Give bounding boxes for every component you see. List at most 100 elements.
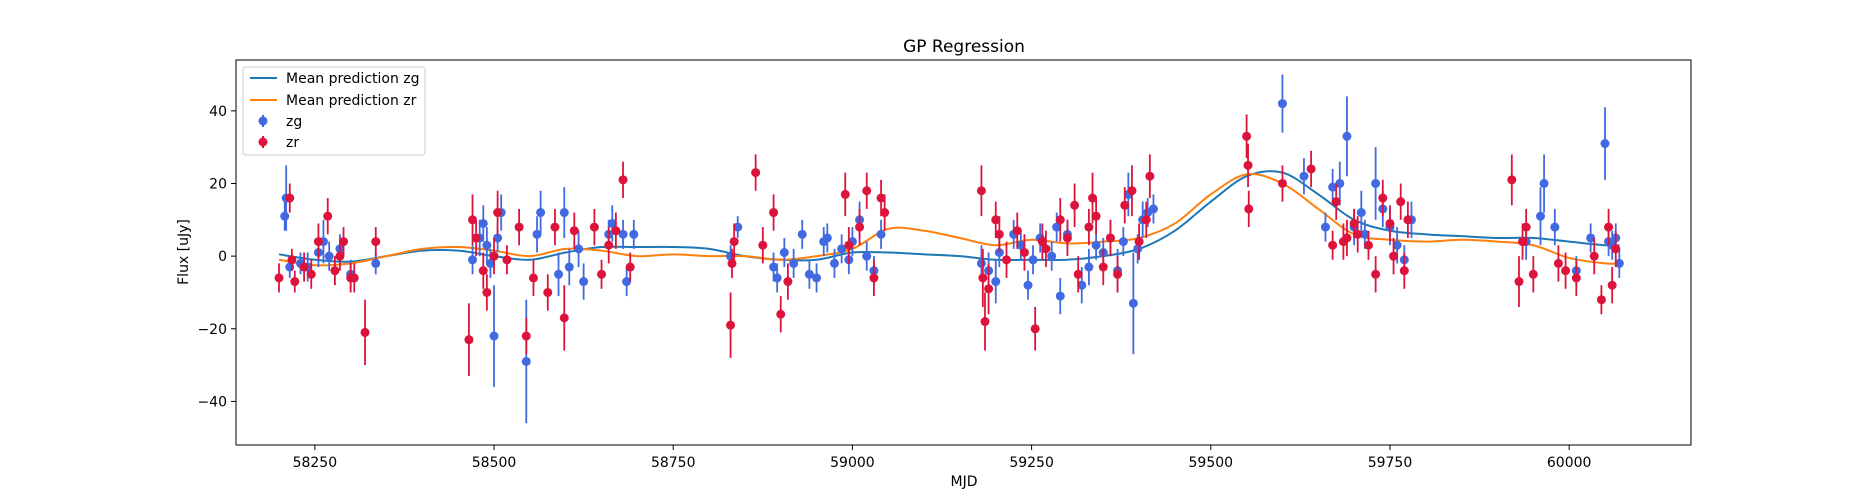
point-zr (285, 183, 295, 213)
x-axis-label: MJD (951, 474, 978, 490)
point-zr (1244, 190, 1254, 228)
point-zr (514, 208, 524, 246)
point-zg (862, 241, 872, 271)
point-zg (1371, 147, 1381, 220)
point-zr (330, 256, 340, 286)
point-zr (978, 248, 988, 307)
point-zr (1403, 201, 1413, 238)
point-zr (1396, 183, 1406, 220)
plot-frame (235, 59, 1692, 446)
point-zr (1277, 165, 1287, 202)
point-zr (862, 172, 872, 209)
point-zg (622, 267, 632, 297)
point-zr (335, 241, 345, 271)
point-zr (1611, 230, 1621, 268)
point-zr (1062, 219, 1072, 257)
point-zg (1118, 227, 1128, 257)
axes: 58250 58500 58750 59000 59250 59500 59750 60000… (197, 104, 1591, 471)
point-zr (1120, 187, 1130, 224)
point-zg (779, 237, 789, 268)
point-zg (559, 187, 569, 238)
point-zg (324, 241, 334, 271)
point-zg (1299, 158, 1309, 195)
y-tick-label: −40 (197, 394, 227, 410)
point-zr (1134, 223, 1144, 260)
point-zr (493, 190, 503, 235)
point-zr (1521, 208, 1531, 246)
point-zr (543, 274, 553, 311)
point-zg (1342, 96, 1352, 177)
point-zr (604, 227, 614, 264)
point-zr (1070, 183, 1080, 228)
chart-title: GP Regression (903, 37, 1025, 57)
point-zr (758, 227, 768, 264)
x-tick-label: 60000 (1547, 455, 1592, 471)
legend: Mean prediction zg Mean prediction zr zg… (242, 66, 426, 156)
point-zg (876, 219, 886, 249)
point-zr (1098, 248, 1108, 286)
point-zr (984, 263, 994, 315)
point-zg (1535, 187, 1545, 246)
point-zr (589, 208, 599, 246)
point-zg (280, 201, 290, 231)
point-zg (478, 205, 488, 242)
point-zr (1073, 256, 1083, 293)
point-zr (597, 259, 607, 289)
point-zr (471, 219, 481, 257)
point-zr (464, 303, 474, 376)
x-tick-label: 59250 (1009, 455, 1054, 471)
point-zr (1528, 256, 1538, 293)
point-zr (994, 216, 1004, 253)
y-tick-label: 20 (209, 176, 227, 192)
point-zr (976, 165, 986, 217)
x-tick-label: 58500 (472, 455, 517, 471)
point-zg (1277, 74, 1287, 133)
legend-marker-zr (258, 136, 268, 148)
point-zr (1607, 267, 1617, 304)
point-zg (991, 259, 1001, 304)
point-zr (371, 227, 381, 257)
point-zr (1113, 256, 1123, 293)
point-zr (1055, 198, 1065, 242)
point-zg (1084, 248, 1094, 286)
point-zg (804, 259, 814, 289)
point-zg (797, 219, 807, 249)
legend-label-zr: zr (286, 135, 299, 151)
point-zr (1328, 230, 1338, 260)
point-zg (574, 230, 584, 268)
point-zr (1127, 165, 1137, 217)
point-zg (1586, 223, 1596, 253)
point-zg (1091, 230, 1101, 260)
point-zg (1550, 208, 1560, 246)
point-zr (339, 227, 349, 257)
point-zr (1105, 219, 1115, 257)
point-zr (313, 223, 323, 260)
point-zg (1128, 252, 1138, 355)
mean-line-zr (278, 173, 1620, 267)
point-zr (482, 274, 492, 311)
legend-label-mean-zg: Mean prediction zg (286, 71, 420, 87)
x-tick-label: 59500 (1189, 455, 1234, 471)
point-zr (855, 208, 865, 246)
x-tick-label: 59000 (830, 455, 875, 471)
point-zr (559, 285, 569, 351)
point-zr (844, 227, 854, 264)
data-points (274, 74, 1624, 424)
point-zg (1047, 241, 1057, 271)
point-zr (1012, 212, 1022, 249)
point-zg (532, 216, 542, 253)
point-zr (611, 212, 621, 249)
point-zg (536, 190, 546, 235)
x-tick-label: 59750 (1368, 455, 1413, 471)
point-zr (840, 172, 850, 217)
point-zg (812, 263, 822, 293)
point-zg (482, 227, 492, 264)
legend-marker-zg (258, 115, 268, 127)
point-zr (1385, 205, 1395, 242)
point-zg (489, 285, 499, 387)
x-tick-label: 58750 (651, 455, 696, 471)
point-zr (1030, 306, 1040, 351)
point-zr (1242, 114, 1252, 159)
point-zg (822, 223, 832, 253)
